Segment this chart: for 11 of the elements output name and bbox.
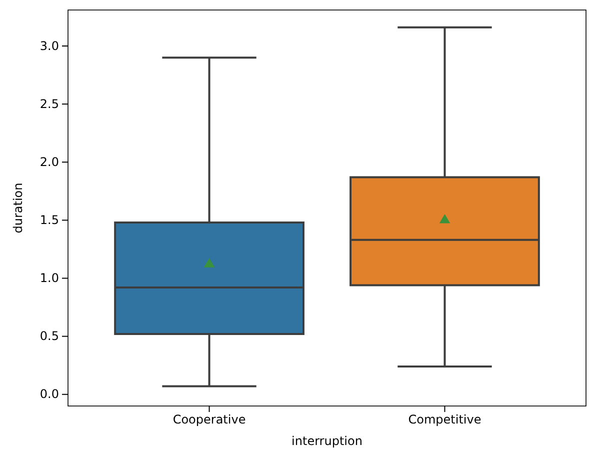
y-tick-label: 0.0 [40,387,59,402]
x-tick-label: Competitive [408,412,482,427]
y-tick-label: 0.5 [40,329,59,344]
y-tick-label: 3.0 [40,38,59,53]
y-tick-label: 2.5 [40,96,59,111]
x-tick-label: Cooperative [172,412,246,427]
y-tick-label: 2.0 [40,154,59,169]
y-tick-label: 1.5 [40,213,59,228]
x-axis-title: interruption [292,434,362,448]
y-axis-title: duration [11,182,25,234]
y-tick-label: 1.0 [40,271,59,286]
